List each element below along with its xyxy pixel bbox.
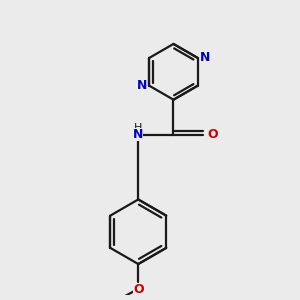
Text: O: O xyxy=(207,128,218,141)
Text: N: N xyxy=(133,128,143,141)
Text: N: N xyxy=(136,79,147,92)
Text: N: N xyxy=(200,51,210,64)
Text: H: H xyxy=(134,123,142,133)
Text: O: O xyxy=(133,283,144,296)
